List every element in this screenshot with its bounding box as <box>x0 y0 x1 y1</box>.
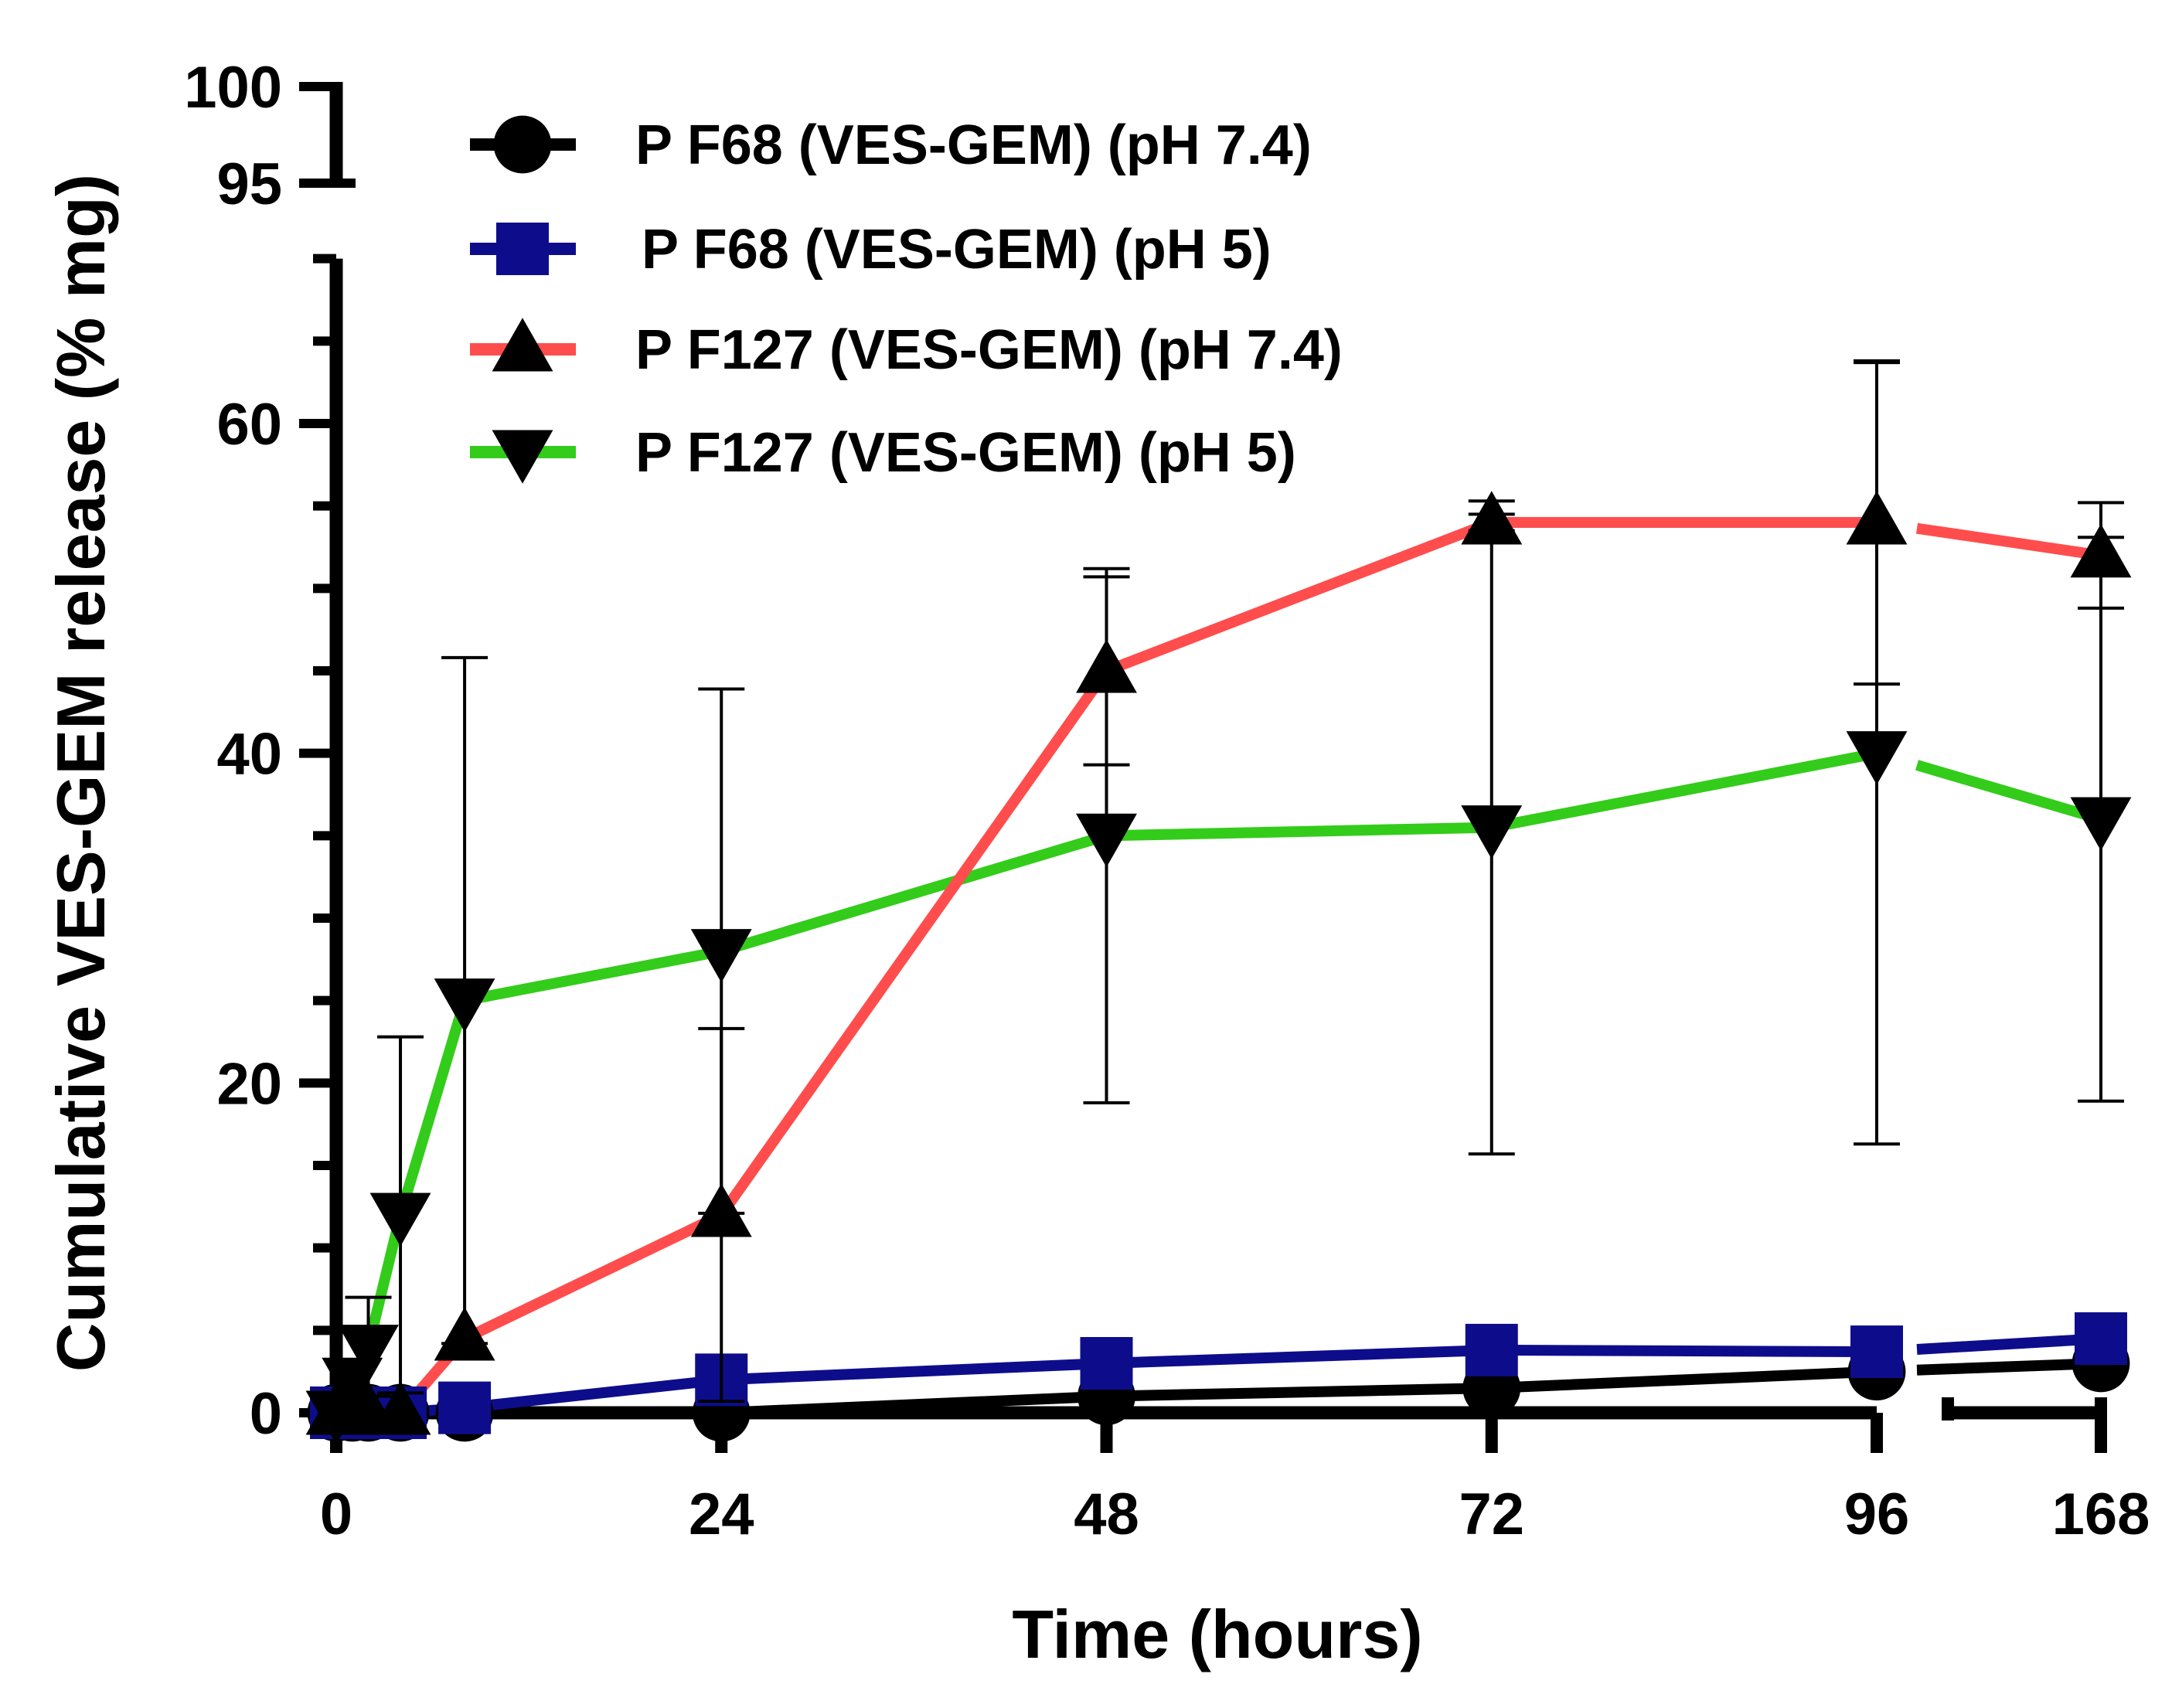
legend-marker <box>493 115 552 174</box>
data-point <box>1846 731 1908 785</box>
data-point <box>369 1381 431 1435</box>
data-point <box>1076 639 1137 693</box>
y-tick-label: 20 <box>216 1051 282 1117</box>
data-point <box>690 1183 752 1237</box>
series-points-2 <box>305 359 2132 1435</box>
legend: P F68 (VES-GEM) (pH 7.4) P F68 (VES-GEM) … <box>470 114 1343 484</box>
series-line-break <box>1915 522 2102 561</box>
data-point <box>1850 1325 1903 1379</box>
series-line-break <box>1916 1333 2102 1355</box>
x-tick-label: 168 <box>2052 1482 2150 1547</box>
series-line-break <box>1916 1358 2102 1376</box>
x-tick-label: 72 <box>1459 1482 1524 1547</box>
data-point <box>2070 797 2132 851</box>
x-tick-label: 48 <box>1074 1482 1139 1547</box>
data-point <box>1465 1323 1518 1376</box>
data-point <box>690 929 752 983</box>
series-points-1 <box>310 1312 2127 1439</box>
legend-label: P F68 (VES-GEM) (pH 5) <box>642 219 1272 281</box>
x-tick-label: 0 <box>320 1482 352 1547</box>
x-tick-label: 96 <box>1844 1482 1910 1547</box>
data-point <box>434 1307 495 1361</box>
data-point <box>438 1381 492 1434</box>
data-point <box>1846 491 1908 545</box>
legend-marker <box>492 318 553 372</box>
legend-label: P F127 (VES-GEM) (pH 7.4) <box>635 319 1343 381</box>
x-tick-label: 24 <box>689 1482 754 1547</box>
legend-label: P F127 (VES-GEM) (pH 5) <box>635 422 1296 484</box>
data-point <box>1461 491 1523 545</box>
y-axis: 0 20 40 60 95 100 <box>184 55 356 1447</box>
series-layer <box>305 359 2132 1444</box>
data-point <box>369 1193 431 1247</box>
data-point <box>338 1325 399 1379</box>
data-point <box>1076 813 1137 868</box>
x-axis-title: Time (hours) <box>1012 1596 1422 1672</box>
series-3 <box>331 747 2102 1416</box>
x-axis: 0 24 48 72 96 168 <box>320 1397 2150 1547</box>
series-line-break <box>1915 760 2102 825</box>
data-point <box>434 978 495 1033</box>
legend-item: P F127 (VES-GEM) (pH 7.4) <box>470 318 1343 381</box>
y-tick-label: 60 <box>216 392 282 458</box>
legend-label: P F68 (VES-GEM) (pH 7.4) <box>635 114 1312 176</box>
legend-marker <box>496 223 549 275</box>
data-point <box>2070 523 2132 578</box>
legend-item: P F68 (VES-GEM) (pH 7.4) <box>470 114 1312 176</box>
legend-marker <box>492 430 553 484</box>
legend-item: P F127 (VES-GEM) (pH 5) <box>470 422 1296 484</box>
series-2 <box>336 517 2102 1418</box>
y-tick-label: 0 <box>250 1381 282 1447</box>
y-tick-label: 40 <box>216 722 282 788</box>
data-point <box>2075 1312 2127 1365</box>
data-point <box>1080 1337 1133 1390</box>
legend-item: P F68 (VES-GEM) (pH 5) <box>470 219 1272 281</box>
data-point <box>1461 805 1523 859</box>
y-tick-label: 100 <box>184 55 282 121</box>
y-tick-label: 95 <box>216 151 282 217</box>
y-axis-title: Cumulative VES-GEM release (% mg) <box>43 174 119 1372</box>
